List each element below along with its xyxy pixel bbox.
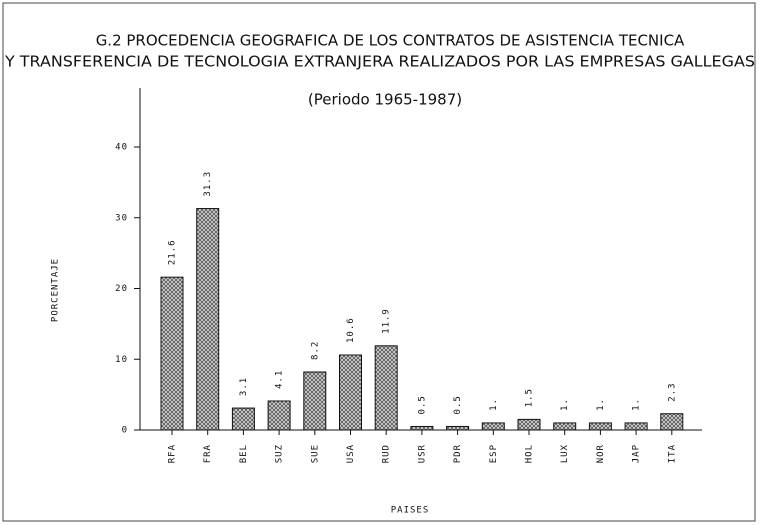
bar bbox=[410, 425, 434, 431]
y-axis-label: PORCENTAJE bbox=[51, 258, 61, 322]
bar bbox=[160, 276, 184, 431]
value-label: 1. bbox=[596, 398, 606, 411]
x-tick-label: USR bbox=[417, 444, 427, 463]
y-tick-label: 30 bbox=[115, 213, 128, 223]
x-axis-label: PAISES bbox=[391, 506, 430, 516]
value-label: 0.5 bbox=[453, 395, 463, 414]
bar bbox=[517, 418, 541, 431]
value-label: 1. bbox=[489, 398, 499, 411]
value-label: 4.1 bbox=[275, 370, 285, 389]
x-tick-label: ESP bbox=[489, 444, 499, 463]
chart-subtitle: (Periodo 1965-1987) bbox=[308, 91, 462, 109]
y-tick-label: 20 bbox=[115, 284, 128, 294]
x-tick-label: SUE bbox=[310, 444, 320, 463]
x-tick-label: NOR bbox=[596, 444, 606, 463]
bar bbox=[588, 422, 612, 431]
value-label: 1. bbox=[632, 398, 642, 411]
value-label: 2.3 bbox=[667, 382, 677, 401]
chart-title-2: Y TRANSFERENCIA DE TECNOLOGIA EXTRANJERA… bbox=[4, 53, 755, 71]
x-tick-label: LUX bbox=[560, 444, 570, 463]
bar bbox=[267, 400, 291, 431]
bar bbox=[660, 413, 684, 431]
value-label: 11.9 bbox=[382, 308, 392, 334]
x-tick-label: USA bbox=[346, 444, 356, 463]
y-tick-label: 10 bbox=[115, 355, 128, 365]
value-label: 1. bbox=[560, 398, 570, 411]
x-tick-label: BEL bbox=[239, 444, 249, 463]
y-tick-label: 0 bbox=[122, 426, 128, 436]
bar bbox=[553, 422, 577, 431]
value-label: 0.5 bbox=[417, 395, 427, 414]
value-label: 3.1 bbox=[239, 377, 249, 396]
bar bbox=[339, 354, 362, 431]
x-tick-label: RFA bbox=[168, 444, 178, 463]
x-tick-label: PDR bbox=[453, 444, 463, 463]
chart-title: G.2 PROCEDENCIA GEOGRAFICA DE LOS CONTRA… bbox=[96, 32, 685, 50]
x-tick-label: SUZ bbox=[275, 444, 285, 463]
bar bbox=[446, 425, 470, 431]
value-label: 10.6 bbox=[346, 317, 356, 343]
value-label: 21.6 bbox=[168, 239, 178, 265]
bar bbox=[481, 422, 505, 431]
bar bbox=[303, 371, 327, 431]
value-label: 8.2 bbox=[310, 341, 320, 360]
x-tick-label: RUD bbox=[382, 444, 392, 463]
x-tick-label: HOL bbox=[525, 444, 535, 463]
y-tick-label: 40 bbox=[115, 143, 128, 153]
value-label: 31.3 bbox=[203, 171, 213, 197]
bar bbox=[231, 407, 255, 431]
bar bbox=[624, 422, 648, 431]
value-label: 1.5 bbox=[525, 388, 535, 407]
x-tick-label: JAP bbox=[632, 444, 642, 463]
bar bbox=[374, 345, 398, 431]
x-tick-label: FRA bbox=[203, 444, 213, 463]
bar bbox=[196, 208, 220, 431]
x-tick-label: ITA bbox=[667, 444, 677, 463]
